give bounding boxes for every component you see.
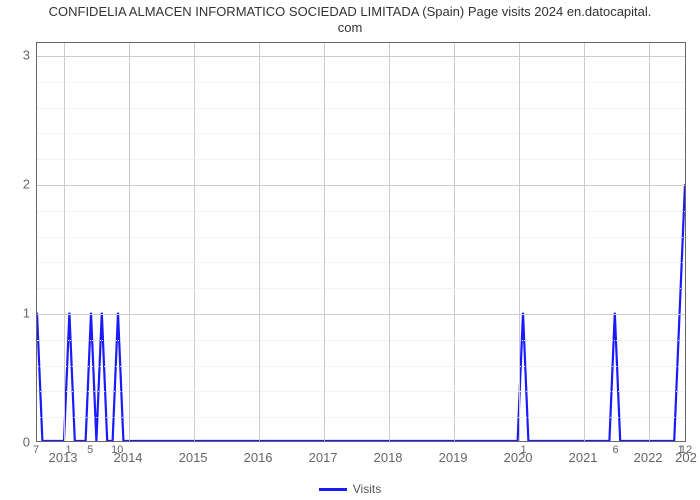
- legend-label: Visits: [353, 482, 381, 496]
- chart-title-line1: CONFIDELIA ALMACEN INFORMATICO SOCIEDAD …: [49, 4, 652, 19]
- xpoint-label: 6: [613, 444, 619, 456]
- xpoint-label: 1: [65, 444, 71, 456]
- legend: Visits: [0, 482, 700, 496]
- xpoint-label: 10: [111, 444, 123, 456]
- xpoint-label: 5: [87, 444, 93, 456]
- series-line: [37, 43, 685, 441]
- xtick-label: 2019: [439, 450, 468, 465]
- xtick-label: 2022: [634, 450, 663, 465]
- plot-area: [36, 42, 686, 442]
- xpoint-label: 1: [520, 444, 526, 456]
- xtick-label: 2021: [569, 450, 598, 465]
- chart-title-line2: com: [338, 20, 363, 35]
- chart-title: CONFIDELIA ALMACEN INFORMATICO SOCIEDAD …: [0, 4, 700, 35]
- xtick-label: 2015: [179, 450, 208, 465]
- ytick-label: 3: [4, 47, 30, 62]
- xtick-label: 2013: [49, 450, 78, 465]
- xpoint-label: 7: [33, 444, 39, 456]
- xpoint-label: 12: [680, 444, 692, 456]
- xtick-label: 2018: [374, 450, 403, 465]
- visits-chart: CONFIDELIA ALMACEN INFORMATICO SOCIEDAD …: [0, 0, 700, 500]
- ytick-label: 0: [4, 435, 30, 450]
- ytick-label: 2: [4, 176, 30, 191]
- ytick-label: 1: [4, 305, 30, 320]
- xtick-label: 2017: [309, 450, 338, 465]
- xtick-label: 2016: [244, 450, 273, 465]
- xtick-label: 2020: [504, 450, 533, 465]
- legend-swatch: [319, 488, 347, 491]
